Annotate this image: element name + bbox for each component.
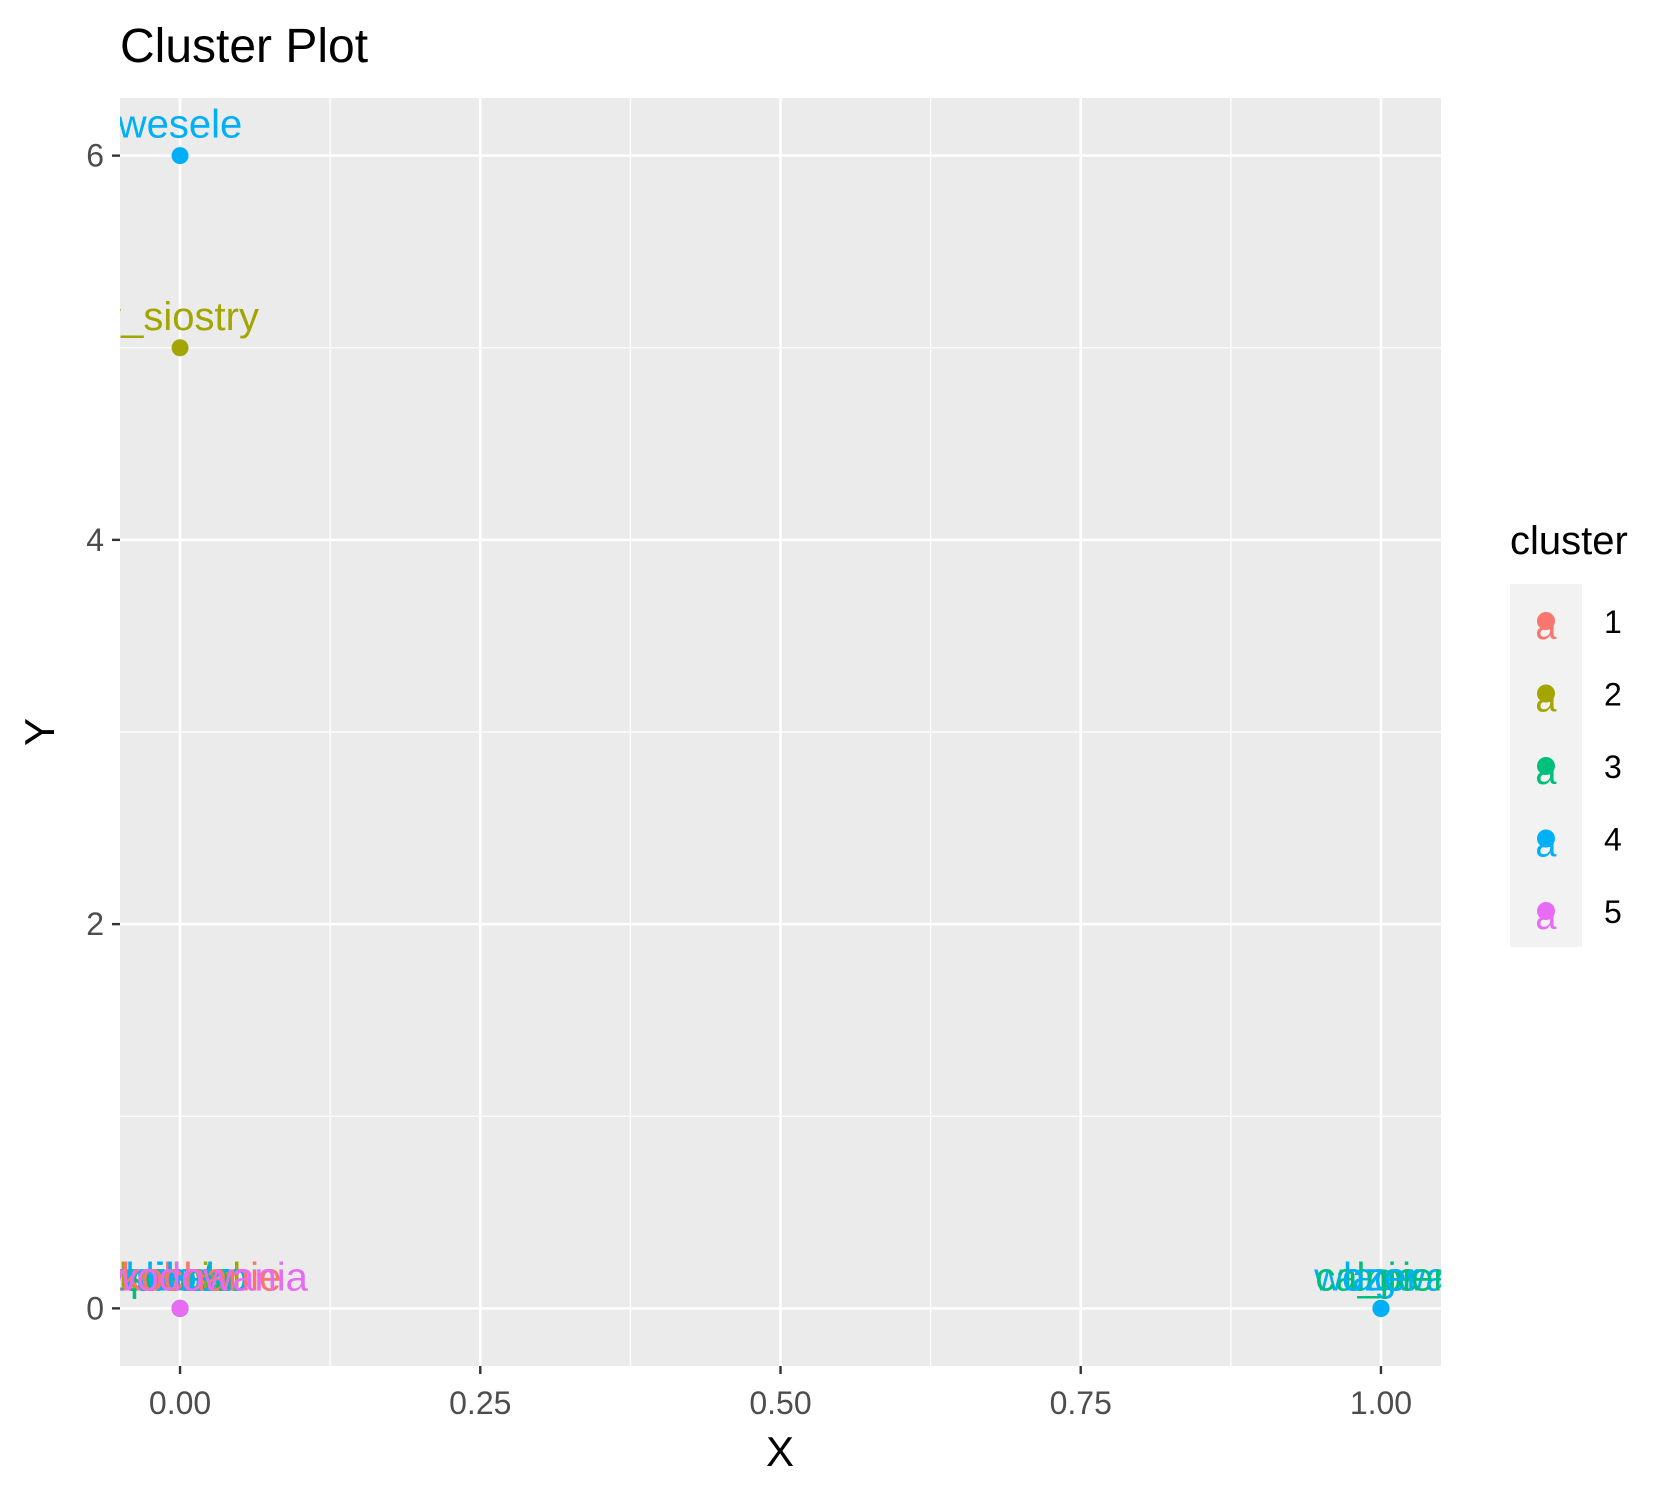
data-point	[171, 339, 189, 357]
point-label: wesele	[117, 103, 243, 147]
x-tick-label: 1.00	[1350, 1385, 1412, 1421]
major-grid	[120, 98, 1441, 1366]
legend-label: 4	[1604, 822, 1622, 858]
chart-title: Cluster Plot	[120, 20, 368, 73]
point-label: praca	[130, 1255, 231, 1299]
point-label: szkola	[123, 1255, 237, 1299]
point-label: wlagwa	[1313, 1255, 1448, 1299]
y-axis-title: Y	[16, 718, 63, 746]
legend-key-dot	[1537, 829, 1555, 848]
data-point	[1372, 1299, 1390, 1317]
data-points	[171, 147, 1390, 1317]
legend-label: 5	[1604, 894, 1622, 930]
legend-title: cluster	[1510, 519, 1628, 563]
point-label: swieta	[123, 1255, 237, 1299]
point-label: kosciol	[119, 1255, 241, 1299]
legend: cluster a1a2a3a4a5	[1510, 519, 1628, 947]
point-label: dziecko	[112, 1255, 248, 1299]
point-label: ca_pier	[1315, 1255, 1446, 1299]
x-tick-label: 0.50	[749, 1385, 811, 1421]
point-label: brat	[146, 1255, 215, 1299]
legend-key-dot	[1537, 612, 1555, 630]
y-axis: 0 2 4 6	[86, 138, 120, 1326]
x-tick-label: 0.00	[149, 1385, 211, 1421]
point-label: ozer	[1342, 1255, 1420, 1299]
point-label: y_siostry	[101, 295, 259, 339]
legend-key-dot	[1537, 684, 1555, 703]
point-label: zakochanie	[79, 1255, 281, 1299]
y-tick-label: 6	[86, 138, 104, 174]
y-tick-label: 4	[86, 522, 104, 558]
legend-label: 3	[1604, 749, 1622, 785]
legend-key-dot	[1537, 902, 1555, 920]
point-label: rozwodowania	[52, 1255, 308, 1299]
point-label: dnie	[1343, 1255, 1419, 1299]
x-tick-label: 0.25	[449, 1385, 511, 1421]
x-axis: 0.00 0.25 0.50 0.75 1.00	[149, 1366, 1412, 1421]
point-label: milosc	[123, 1255, 236, 1299]
data-point	[171, 147, 189, 165]
y-tick-label: 0	[86, 1290, 104, 1326]
data-point	[171, 1299, 189, 1317]
y-tick-label: 2	[86, 906, 104, 942]
legend-label: 2	[1604, 677, 1622, 713]
legend-label: 1	[1604, 604, 1622, 640]
legend-key-dot	[1537, 757, 1555, 775]
x-tick-label: 0.75	[1050, 1385, 1112, 1421]
x-axis-title: X	[766, 1428, 794, 1475]
